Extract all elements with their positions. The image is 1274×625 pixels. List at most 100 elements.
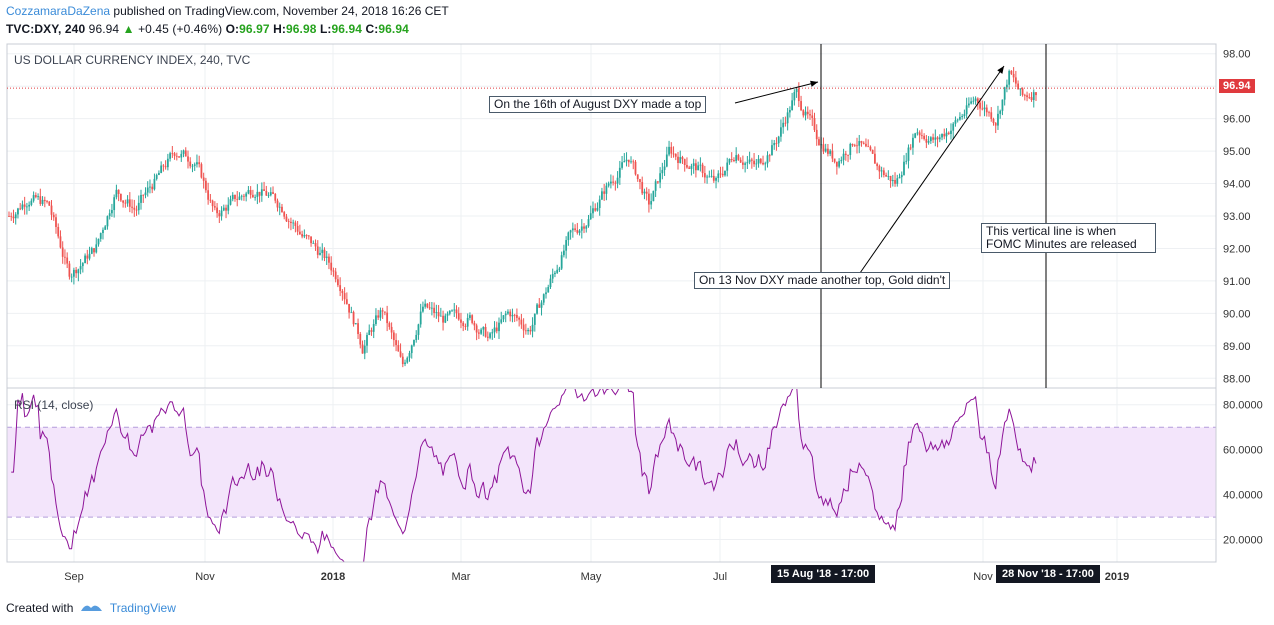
candle-body <box>818 139 820 146</box>
candle-body <box>182 150 185 154</box>
candle-body <box>258 191 261 196</box>
candle-body <box>947 132 950 134</box>
candle-body <box>780 127 782 137</box>
candle-body <box>596 207 599 211</box>
candle-body <box>287 221 290 222</box>
candle-body <box>93 248 95 253</box>
rsi-tick-label: 20.0000 <box>1223 535 1263 547</box>
candle-body <box>849 143 852 156</box>
candle-body <box>898 177 901 179</box>
candle-body <box>115 189 118 198</box>
candle-body <box>529 329 532 332</box>
candle-body <box>545 292 547 295</box>
candle-body <box>650 201 653 205</box>
candle-body <box>979 102 981 109</box>
candle-body <box>531 324 534 332</box>
candle-body <box>607 183 610 186</box>
candle-body <box>204 180 207 191</box>
candle-body <box>325 256 328 258</box>
candle-body <box>238 196 241 200</box>
candle-body <box>301 234 304 237</box>
candle-body <box>712 175 715 181</box>
candle-body <box>399 351 402 357</box>
candle-body <box>23 204 26 207</box>
candle-body <box>12 216 15 219</box>
candle-body <box>377 315 380 318</box>
candle-body <box>162 165 165 167</box>
candle-body <box>160 165 163 173</box>
arrow-to-november-top <box>859 65 1005 274</box>
candle-body <box>929 137 932 142</box>
grid-lines <box>7 44 1216 562</box>
candle-body <box>972 100 975 102</box>
candle-body <box>853 145 856 147</box>
candle-body <box>1008 70 1011 85</box>
candle-body <box>847 154 849 156</box>
candle-body <box>513 314 516 316</box>
candle-body <box>985 107 988 113</box>
candle-body <box>891 179 894 182</box>
candle-body <box>231 194 234 200</box>
candle-body <box>954 120 957 124</box>
candle-body <box>1030 97 1033 101</box>
candle-body <box>976 98 979 103</box>
candle-body <box>79 266 82 270</box>
candle-body <box>970 101 973 104</box>
candle-body <box>876 163 879 167</box>
candle-body <box>905 160 908 162</box>
time-tick-label: Jul <box>713 571 727 583</box>
candle-body <box>815 129 818 140</box>
candle-body <box>511 314 514 317</box>
rsi-band <box>7 427 1216 518</box>
candle-body <box>444 315 447 323</box>
author-link[interactable]: CozzamaraDaZena <box>6 4 111 18</box>
candle-body <box>822 144 825 152</box>
candle-body <box>603 191 606 194</box>
candle-body <box>292 222 295 224</box>
candle-body <box>303 235 306 237</box>
candle-body <box>117 189 120 194</box>
candle-body <box>956 119 959 121</box>
candle-body <box>950 130 952 134</box>
footer: Created with TradingView <box>6 600 176 615</box>
candle-body <box>681 157 684 160</box>
price-pane-title: US DOLLAR CURRENCY INDEX, 240, TVC <box>14 53 251 67</box>
candle-body <box>612 181 615 183</box>
candle-body <box>397 345 400 352</box>
candle-body <box>988 112 990 114</box>
annotation-november-top[interactable]: On 13 Nov DXY made another top, Gold did… <box>694 272 951 289</box>
candle-body <box>408 353 411 358</box>
annotation-august-top[interactable]: On the 16th of August DXY made a top <box>489 96 707 113</box>
candle-body <box>699 164 702 166</box>
candle-body <box>858 141 861 146</box>
annotation-fomc[interactable]: This vertical line is when FOMC Minutes … <box>981 223 1156 253</box>
candle-body <box>909 147 912 149</box>
candle-body <box>198 162 201 165</box>
candle-body <box>298 231 301 235</box>
candle-body <box>475 325 478 333</box>
candle-body <box>1001 99 1004 111</box>
candle-body <box>791 100 794 110</box>
candle-body <box>697 165 700 171</box>
tradingview-brand-link[interactable]: TradingView <box>109 601 176 615</box>
candle-body <box>923 135 926 139</box>
candle-body <box>419 311 422 325</box>
price-tick-label: 96.00 <box>1223 114 1251 126</box>
candle-body <box>643 191 646 194</box>
time-tick-label: Sep <box>64 571 84 583</box>
time-tick-label: 2019 <box>1105 571 1129 583</box>
candle-body <box>19 208 22 210</box>
candle-body <box>366 334 368 346</box>
candle-body <box>140 194 142 203</box>
candle-body <box>256 191 259 197</box>
candle-body <box>800 101 802 111</box>
candle-body <box>1023 94 1026 96</box>
candle-body <box>276 200 279 208</box>
candle-body <box>37 196 39 198</box>
publish-line: CozzamaraDaZena published on TradingView… <box>6 4 449 18</box>
candle-body <box>337 279 339 286</box>
candle-body <box>294 222 297 226</box>
crosshair-date-right: 28 Nov '18 - 17:00 <box>996 565 1100 583</box>
symbol-label: TVC:DXY, 240 <box>6 22 86 36</box>
